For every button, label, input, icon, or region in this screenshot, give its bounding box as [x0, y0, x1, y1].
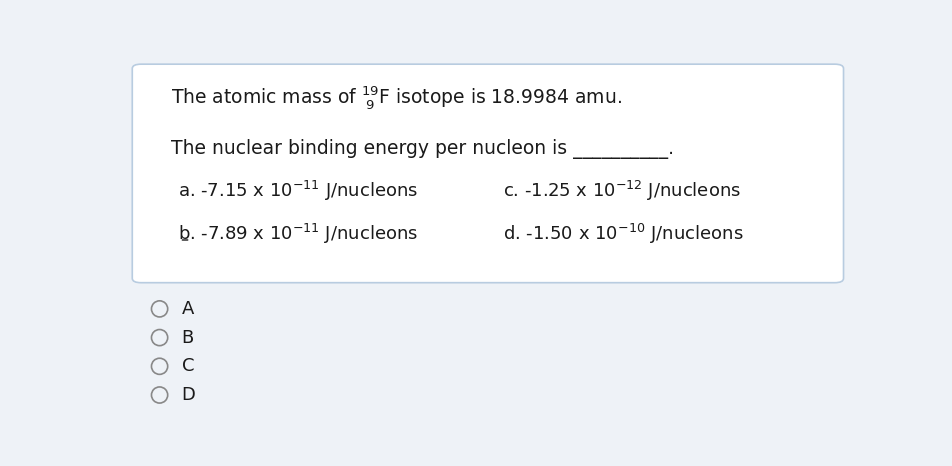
Text: The atomic mass of $^{19}_{\ 9}$F isotope is 18.9984 amu.: The atomic mass of $^{19}_{\ 9}$F isotop… — [170, 84, 622, 111]
Text: b. -7.89 x 10$^{-11}$ J/nucleons: b. -7.89 x 10$^{-11}$ J/nucleons — [178, 221, 418, 246]
Text: d. -1.50 x 10$^{-10}$ J/nucleons: d. -1.50 x 10$^{-10}$ J/nucleons — [503, 221, 744, 246]
Text: C: C — [182, 357, 194, 375]
Text: B: B — [182, 329, 194, 347]
Text: The nuclear binding energy per nucleon is __________.: The nuclear binding energy per nucleon i… — [170, 139, 674, 159]
FancyBboxPatch shape — [132, 64, 843, 283]
Text: c. -1.25 x 10$^{-12}$ J/nucleons: c. -1.25 x 10$^{-12}$ J/nucleons — [503, 178, 741, 203]
Text: D: D — [182, 386, 195, 404]
Text: a. -7.15 x 10$^{-11}$ J/nucleons: a. -7.15 x 10$^{-11}$ J/nucleons — [178, 178, 418, 203]
Text: A: A — [182, 300, 194, 318]
